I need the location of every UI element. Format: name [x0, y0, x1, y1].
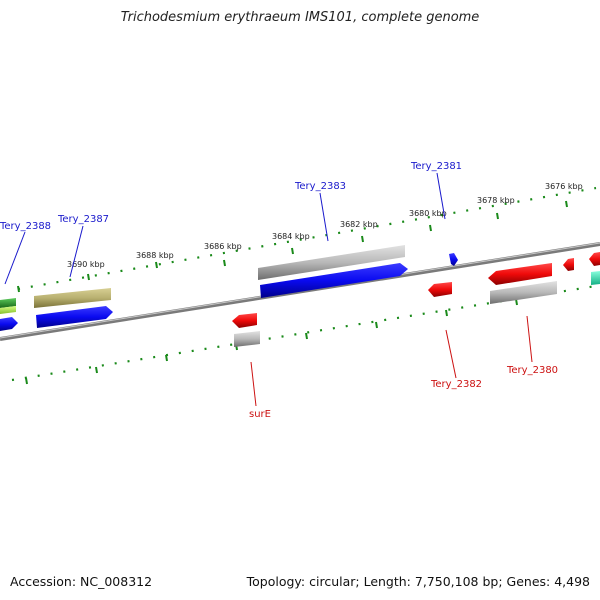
cds-arrow-tery-2380[interactable]: [488, 263, 552, 285]
cds-arrow-unlabeled-1[interactable]: [563, 258, 574, 271]
cds-arrow-sure[interactable]: [232, 313, 257, 328]
gene-feature-tery-2387-olive[interactable]: [34, 288, 111, 308]
cds-arrow-tery-2383[interactable]: [260, 263, 408, 298]
gene-label-tery-2381[interactable]: Tery_2381: [410, 161, 462, 172]
scale-label: 3676 kbp: [545, 182, 583, 191]
gene-label-tery-2388[interactable]: Tery_2388: [0, 221, 51, 232]
cds-arrow-tery-2381[interactable]: [449, 253, 458, 266]
gene-label-tery-2383[interactable]: Tery_2383: [294, 181, 346, 192]
accession-text: Accession: NC_008312: [10, 574, 153, 589]
gene-feature-sure-grey[interactable]: [234, 331, 260, 347]
scale-label: 3688 kbp: [136, 251, 174, 260]
gene-label-tery-2380[interactable]: Tery_2380: [506, 365, 558, 376]
gene-label-tery-2382[interactable]: Tery_2382: [430, 379, 482, 390]
scale-label: 3680 kbp: [409, 209, 447, 218]
map-title: Trichodesmium erythraeum IMS101, complet…: [120, 10, 480, 25]
genome-summary-text: Topology: circular; Length: 7,750,108 bp…: [246, 574, 590, 589]
gene-feature-tery-2388-green[interactable]: [0, 298, 16, 308]
gene-label-sure[interactable]: surE: [249, 409, 271, 420]
scale-label: 3678 kbp: [477, 196, 515, 205]
cds-arrow-tery-2387[interactable]: [36, 306, 113, 328]
gene-feature-tery-2383-grey[interactable]: [258, 245, 405, 280]
cds-arrow-unlabeled-2[interactable]: [589, 252, 600, 266]
gene-feature-unlabeled-teal[interactable]: [591, 271, 600, 285]
scale-label: 3682 kbp: [340, 220, 378, 229]
scale-label: 3684 kbp: [272, 232, 310, 241]
gene-feature-tery-2380-grey[interactable]: [490, 281, 557, 304]
scale-label: 3690 kbp: [67, 260, 105, 269]
scale-label: 3686 kbp: [204, 242, 242, 251]
cds-arrow-tery-2388[interactable]: [0, 317, 18, 331]
cds-arrow-tery-2382[interactable]: [428, 282, 452, 297]
gene-label-tery-2387[interactable]: Tery_2387: [57, 214, 109, 225]
gene-feature-tery-2388-lime[interactable]: [0, 306, 16, 314]
major-ticks: [17, 200, 568, 385]
